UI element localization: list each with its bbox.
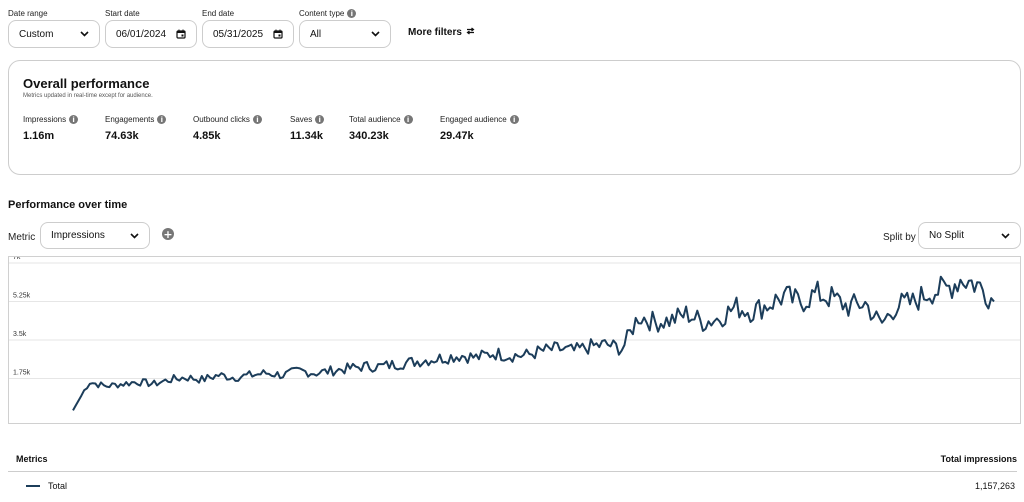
calendar-icon[interactable] <box>176 29 186 39</box>
metric-impressions: Impressions i 1.16m <box>23 115 79 142</box>
date-range-select[interactable]: Custom <box>8 20 100 48</box>
more-filters-label: More filters <box>408 27 462 38</box>
date-range-value: Custom <box>19 28 54 40</box>
metric-value: 74.63k <box>105 130 139 142</box>
info-icon[interactable]: i <box>157 115 167 124</box>
section-title: Performance over time <box>8 199 128 211</box>
split-by-value: No Split <box>929 230 965 241</box>
metric-label: Outbound clicks <box>193 115 250 124</box>
metric-label: Engaged audience <box>440 115 507 124</box>
metric-select-label: Metric <box>8 232 36 243</box>
start-date-label: Start date <box>105 9 140 18</box>
overall-performance-card: Overall performance Metrics updated in r… <box>8 60 1021 175</box>
add-metric-icon[interactable]: + <box>162 227 174 241</box>
split-by-label: Split by <box>883 232 916 243</box>
metric-label: Total audience <box>349 115 401 124</box>
metric-select[interactable]: Impressions <box>40 222 150 249</box>
start-date-value: 06/01/2024 <box>116 28 167 40</box>
chevron-down-icon <box>79 29 89 39</box>
chevron-down-icon <box>370 29 380 39</box>
series-color-swatch <box>26 485 40 487</box>
row-value: 1,157,263 <box>974 481 1015 491</box>
column-header-metrics: Metrics <box>16 454 48 464</box>
end-date-input[interactable]: 05/31/2025 <box>202 20 294 48</box>
y-tick-label: 5.25k <box>13 293 31 300</box>
filter-sliders-icon <box>466 27 475 38</box>
info-icon[interactable]: i <box>347 9 357 18</box>
end-date-label: End date <box>202 9 235 18</box>
metric-select-value: Impressions <box>51 230 105 241</box>
column-header-total-impressions[interactable]: Total impressions <box>940 454 1017 464</box>
metric-value: 340.23k <box>349 130 389 142</box>
split-by-select[interactable]: No Split <box>918 222 1021 249</box>
info-icon[interactable]: i <box>252 115 262 124</box>
chevron-down-icon <box>1000 231 1010 241</box>
metric-value: 11.34k <box>290 130 324 142</box>
metric-saves: Saves i 11.34k <box>290 115 325 142</box>
content-type-label-text: Content type <box>299 9 345 18</box>
metric-label: Engagements <box>105 115 155 124</box>
y-tick-label: 1.75k <box>13 370 31 377</box>
table-row[interactable]: Total 1,157,263 <box>8 476 1015 496</box>
card-subtitle: Metrics updated in real-time except for … <box>23 93 153 99</box>
y-tick-label: 3.5k <box>13 331 27 338</box>
calendar-icon[interactable] <box>273 29 283 39</box>
date-range-label: Date range <box>8 9 48 18</box>
content-type-value: All <box>310 28 322 40</box>
metric-engaged-audience: Engaged audience i 29.47k <box>440 115 519 142</box>
more-filters-button[interactable]: More filters <box>408 27 475 38</box>
end-date-value: 05/31/2025 <box>213 28 264 40</box>
content-type-label: Content type i <box>299 9 357 18</box>
info-icon[interactable]: i <box>509 115 519 124</box>
metric-total-audience: Total audience i 340.23k <box>349 115 413 142</box>
metric-outbound-clicks: Outbound clicks i 4.85k <box>193 115 262 142</box>
metric-label: Saves <box>290 115 313 124</box>
metric-value: 1.16m <box>23 130 55 142</box>
card-title: Overall performance <box>23 76 150 91</box>
content-type-select[interactable]: All <box>299 20 391 48</box>
metrics-table-header: Metrics Total impressions <box>8 452 1017 472</box>
start-date-input[interactable]: 06/01/2024 <box>105 20 197 48</box>
series-line-total[interactable] <box>72 275 995 411</box>
metric-value: 29.47k <box>440 130 474 142</box>
metric-label: Impressions <box>23 115 67 124</box>
info-icon[interactable]: i <box>69 115 79 124</box>
metric-value: 4.85k <box>193 130 221 142</box>
chevron-down-icon <box>129 231 139 241</box>
row-label: Total <box>48 481 68 491</box>
y-tick-label: 7k <box>13 257 21 261</box>
metric-engagements: Engagements i 74.63k <box>105 115 167 142</box>
info-icon[interactable]: i <box>403 115 413 124</box>
info-icon[interactable]: i <box>315 115 325 124</box>
